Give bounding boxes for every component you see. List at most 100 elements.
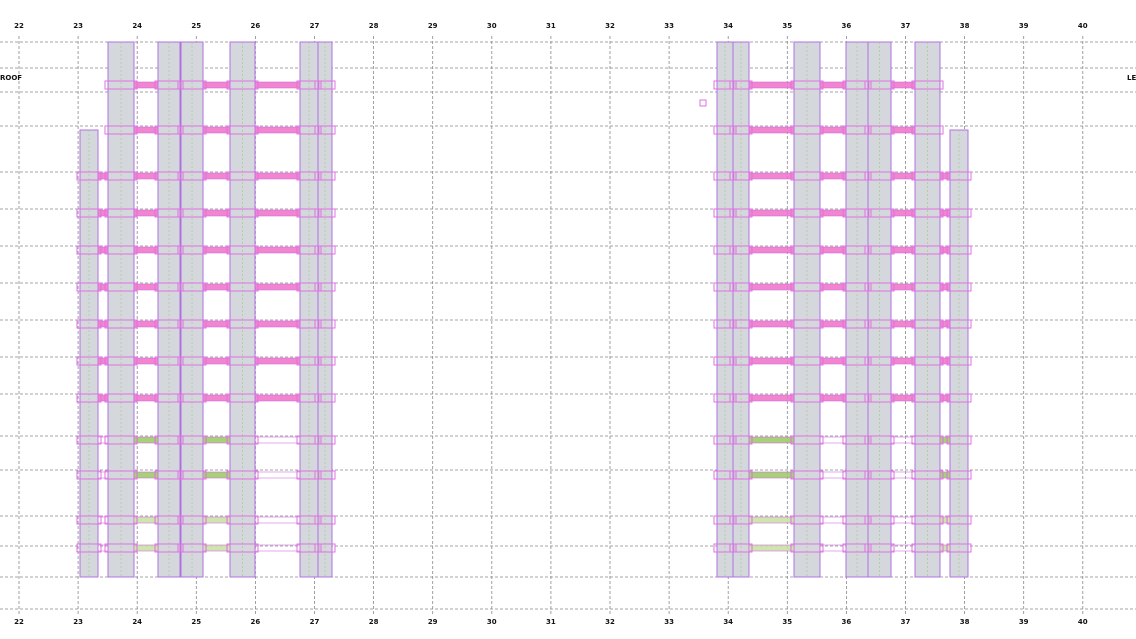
beam-cap [946,171,972,181]
beam [939,172,951,180]
beam-cap [154,282,184,292]
beam [254,172,301,180]
beam [254,471,301,479]
beam-cap [154,171,184,181]
beam-cap [790,470,824,480]
beam-cap [713,171,737,181]
beam-cap [177,80,207,90]
beam [254,320,301,328]
beam-cap [104,171,138,181]
grid-label: 32 [605,22,615,30]
beam-cap [842,393,872,403]
beam-cap [713,208,737,218]
grid-label: 36 [842,618,852,626]
beam [179,320,182,328]
beam [939,394,951,402]
beam [748,246,795,254]
grid-label: 23 [73,618,83,626]
beam-cap [713,125,737,135]
beam-cap [177,356,207,366]
beam [317,126,320,134]
beam [179,471,182,479]
beam-cap [104,245,138,255]
grid-label: 26 [251,22,261,30]
beam [890,436,916,444]
beam [97,246,109,254]
beam-cap [729,125,753,135]
beam [748,172,795,180]
beam [317,516,320,524]
grid-label: 37 [901,618,911,626]
beam-cap [296,125,322,135]
beam-cap [864,393,895,403]
beam-cap [177,171,207,181]
beam-cap [790,319,824,329]
grid-label: 39 [1019,22,1029,30]
beam [890,394,916,402]
beam [133,516,159,524]
beam [939,471,951,479]
beam [97,394,109,402]
labels: ROOF LEV 22 23 24 25 26 27 28 29 30 31 32 33 34 35 36 3… [0,22,1136,626]
beam [97,357,109,365]
beam-cap [946,245,972,255]
beam [732,172,735,180]
beam [317,544,320,552]
grid-label: 22 [14,618,24,626]
beam-cap [864,470,895,480]
structure [76,41,972,578]
beam [133,544,159,552]
beam [179,172,182,180]
beam-cap [946,393,972,403]
beam-cap [154,80,184,90]
grid-label: 29 [428,22,438,30]
beam-cap [104,435,138,445]
beam-cap [713,80,737,90]
beam [748,81,795,89]
beam [732,126,735,134]
beam-cap [314,470,336,480]
beam [732,357,735,365]
beam [97,471,109,479]
beam-cap [76,171,102,181]
beam-cap [842,543,872,553]
beam-cap [76,208,102,218]
beam-cap [177,245,207,255]
beam [732,209,735,217]
beam [890,320,916,328]
beam-cap [729,208,753,218]
grid-label: 29 [428,618,438,626]
beam [317,81,320,89]
beam [867,283,870,291]
beam-cap [911,245,944,255]
beam [179,436,182,444]
beam-cap [946,208,972,218]
beam [202,544,231,552]
beam-cap [314,80,336,90]
beam-cap [946,435,972,445]
beam-cap [226,393,259,403]
beam-cap [864,356,895,366]
beam-cap [790,356,824,366]
beam-cap [864,319,895,329]
beam [819,246,847,254]
column [949,129,969,578]
beam-cap [226,171,259,181]
beam [748,544,795,552]
beam [939,283,951,291]
beam-cap [76,356,102,366]
beam-cap [864,125,895,135]
grid-label: 23 [73,22,83,30]
beam-cap [790,80,824,90]
beam [179,516,182,524]
beam-cap [729,80,753,90]
beam [179,544,182,552]
beam-cap [104,319,138,329]
beam-cap [296,80,322,90]
beam-cap [76,393,102,403]
beam [202,81,231,89]
beam-cap [911,543,944,553]
beam [867,544,870,552]
grid-label: 24 [132,22,142,30]
grid-label: 36 [842,22,852,30]
